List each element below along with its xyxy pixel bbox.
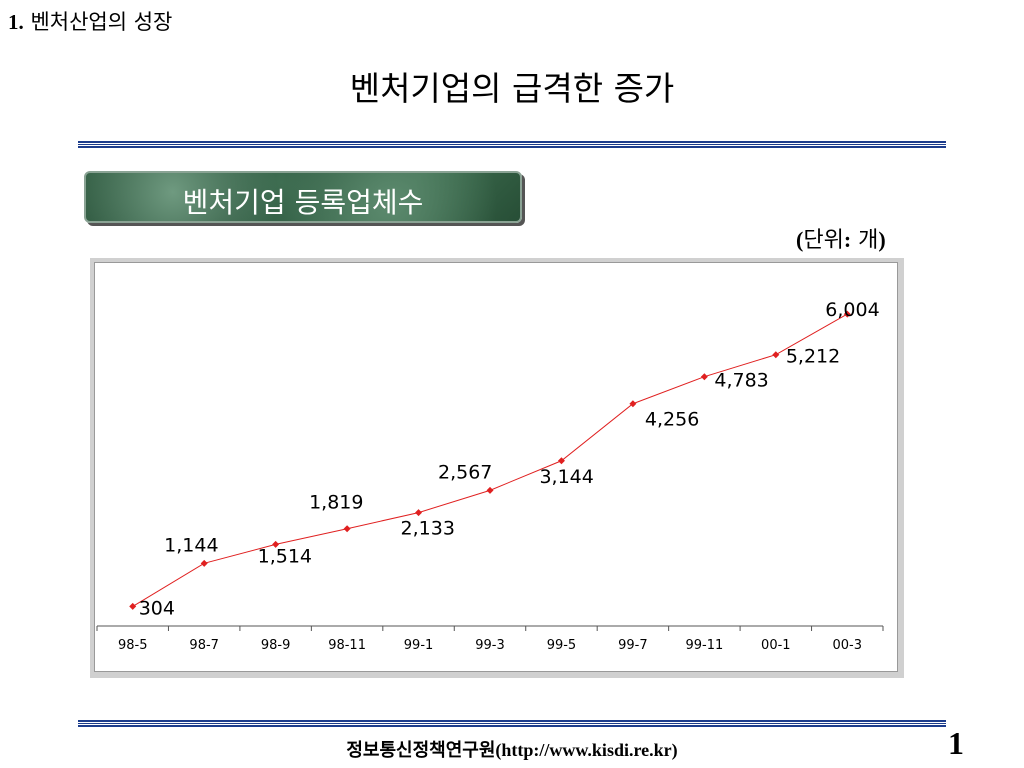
x-tick-label: 98-7 [189,638,219,653]
unit-label: (단위: 개) [796,222,886,254]
data-label: 1,819 [309,492,363,514]
data-label: 4,783 [714,370,768,392]
page-number: 1 [948,725,964,761]
x-tick-label: 98-5 [118,638,148,653]
x-tick-label: 99-5 [547,638,577,653]
footer: 정보통신정책연구원(http://www.kisdi.re.kr) [0,736,1024,762]
unit-colon: : [843,227,852,252]
section-title: 벤처산업의 성장 [30,10,173,34]
banner-title: 벤처기업 등록업체수 [182,186,424,219]
data-label: 2,133 [401,518,455,540]
data-point [272,540,280,548]
x-tick-label: 98-11 [328,638,366,653]
data-label: 4,256 [645,409,699,431]
data-point [772,351,780,359]
x-tick-label: 99-3 [475,638,505,653]
data-point [200,559,208,567]
data-label: 5,212 [786,346,840,368]
chart-banner: 벤처기업 등록업체수 [84,171,522,223]
data-point [415,509,423,517]
data-point [629,400,637,408]
top-divider [78,141,946,148]
data-label: 1,144 [164,534,218,556]
data-label: 304 [139,597,175,619]
data-point [129,602,137,610]
x-tick-label: 99-11 [685,638,723,653]
data-label: 1,514 [258,545,312,567]
x-tick-label: 00-3 [833,638,863,653]
unit-value: 개 [851,228,879,253]
footer-org: 정보통신정책연구원 [346,740,496,761]
bottom-divider [78,720,946,727]
data-point [486,486,494,494]
chart-area [94,262,898,672]
x-tick-label: 00-1 [761,638,791,653]
data-point [700,373,708,381]
section-heading: 1. 벤처산업의 성장 [8,6,172,36]
section-number: 1. [8,10,24,34]
data-label: 3,144 [539,466,593,488]
footer-url: (http://www.kisdi.re.kr) [495,740,678,760]
page-title: 벤처기업의 급격한 증가 [349,69,675,108]
data-label: 2,567 [438,461,492,483]
x-tick-label: 99-7 [618,638,648,653]
unit-close-paren: ) [878,227,886,252]
data-point [557,457,565,465]
series-line [132,313,848,607]
data-point [343,525,351,533]
x-tick-label: 99-1 [404,638,434,653]
data-label: 6,004 [825,299,879,321]
unit-open-paren: ( [796,227,804,252]
x-tick-label: 98-9 [261,638,291,653]
unit-text: 단위 [803,228,844,253]
data-point [843,310,851,318]
